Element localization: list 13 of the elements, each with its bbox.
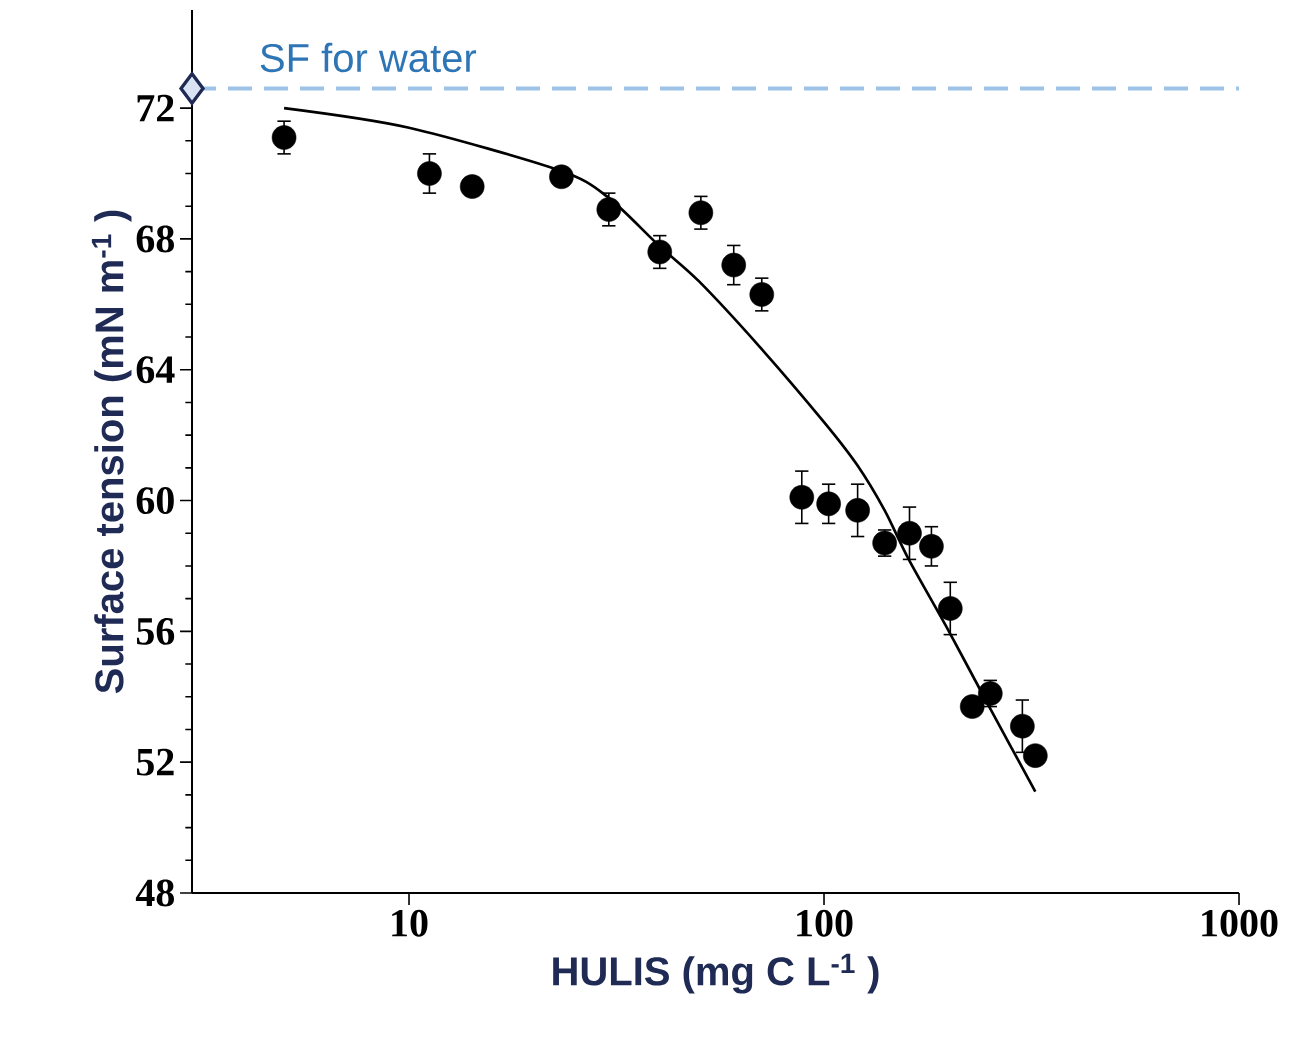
x-tick-label: 1000 bbox=[1202, 909, 1278, 937]
y-tick-label: 60 bbox=[136, 487, 174, 515]
ref-line-label: SF for water bbox=[260, 42, 477, 73]
y-tick-label: 52 bbox=[136, 748, 174, 776]
x-axis-title: HULIS (mg C L$^{-1}$ ) bbox=[553, 953, 879, 994]
x-tick-label: 100 bbox=[797, 909, 853, 937]
y-axis-title: Surface tension (mN m$^{-1}$ ) bbox=[91, 210, 132, 694]
y-tick-label: 56 bbox=[136, 617, 175, 645]
y-tick-label: 68 bbox=[136, 225, 174, 253]
x-tick-label: 10 bbox=[392, 909, 428, 937]
y-tick-label: 64 bbox=[136, 356, 175, 384]
y-tick-label: 72 bbox=[137, 94, 174, 122]
y-tick-label: 48 bbox=[135, 879, 174, 907]
